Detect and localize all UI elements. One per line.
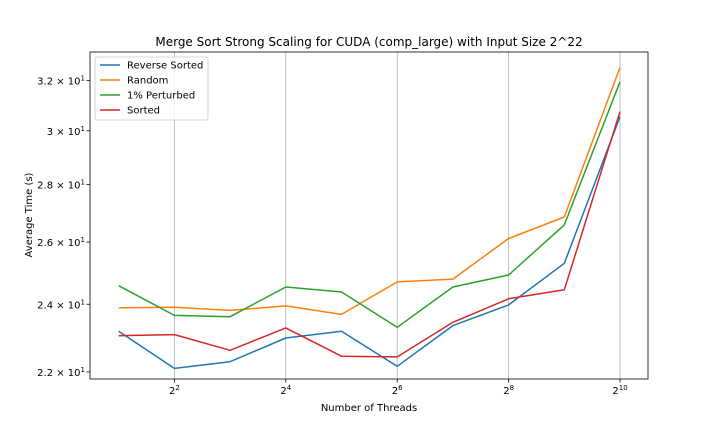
legend-label: Reverse Sorted	[127, 61, 203, 72]
y-tick-label: 3 × 101	[47, 125, 85, 138]
y-tick-label: 2.6 × 101	[37, 236, 85, 249]
x-axis-title: Number of Threads	[321, 403, 417, 414]
x-tick-label: 210	[612, 384, 627, 397]
x-tick-label: 28	[503, 384, 514, 397]
legend-label: Sorted	[127, 106, 160, 117]
chart-title: Merge Sort Strong Scaling for CUDA (comp…	[155, 35, 582, 49]
series-line-sorted	[118, 111, 621, 358]
x-tick-label: 26	[392, 384, 403, 397]
series-line-reverse-sorted	[118, 116, 621, 370]
y-axis-title: Average Time (s)	[24, 172, 35, 257]
plot-area-frame	[89, 51, 649, 380]
y-axis-ticks: 2.2 × 101 2.4 × 101 2.6 × 101 2.8 × 101 3 × …	[37, 75, 90, 379]
legend-label: 1% Perturbed	[127, 91, 195, 102]
y-tick-label: 2.8 × 101	[37, 178, 85, 191]
y-tick-label: 3.2 × 101	[37, 75, 85, 88]
x-axis-ticks: 22 24 26 28 210	[169, 379, 628, 397]
x-tick-label: 22	[169, 384, 180, 397]
y-tick-label: 2.2 × 101	[37, 366, 85, 379]
series-line-1-perturbed	[118, 81, 621, 329]
legend-label: Random	[127, 76, 168, 87]
series-line-random	[118, 67, 621, 316]
series-layer	[118, 67, 621, 370]
y-tick-label: 2.4 × 101	[37, 298, 85, 311]
legend-box	[94, 56, 209, 121]
legend: Reverse Sorted Random 1% Perturbed Sorted	[94, 56, 209, 121]
x-tick-label: 24	[280, 384, 291, 397]
